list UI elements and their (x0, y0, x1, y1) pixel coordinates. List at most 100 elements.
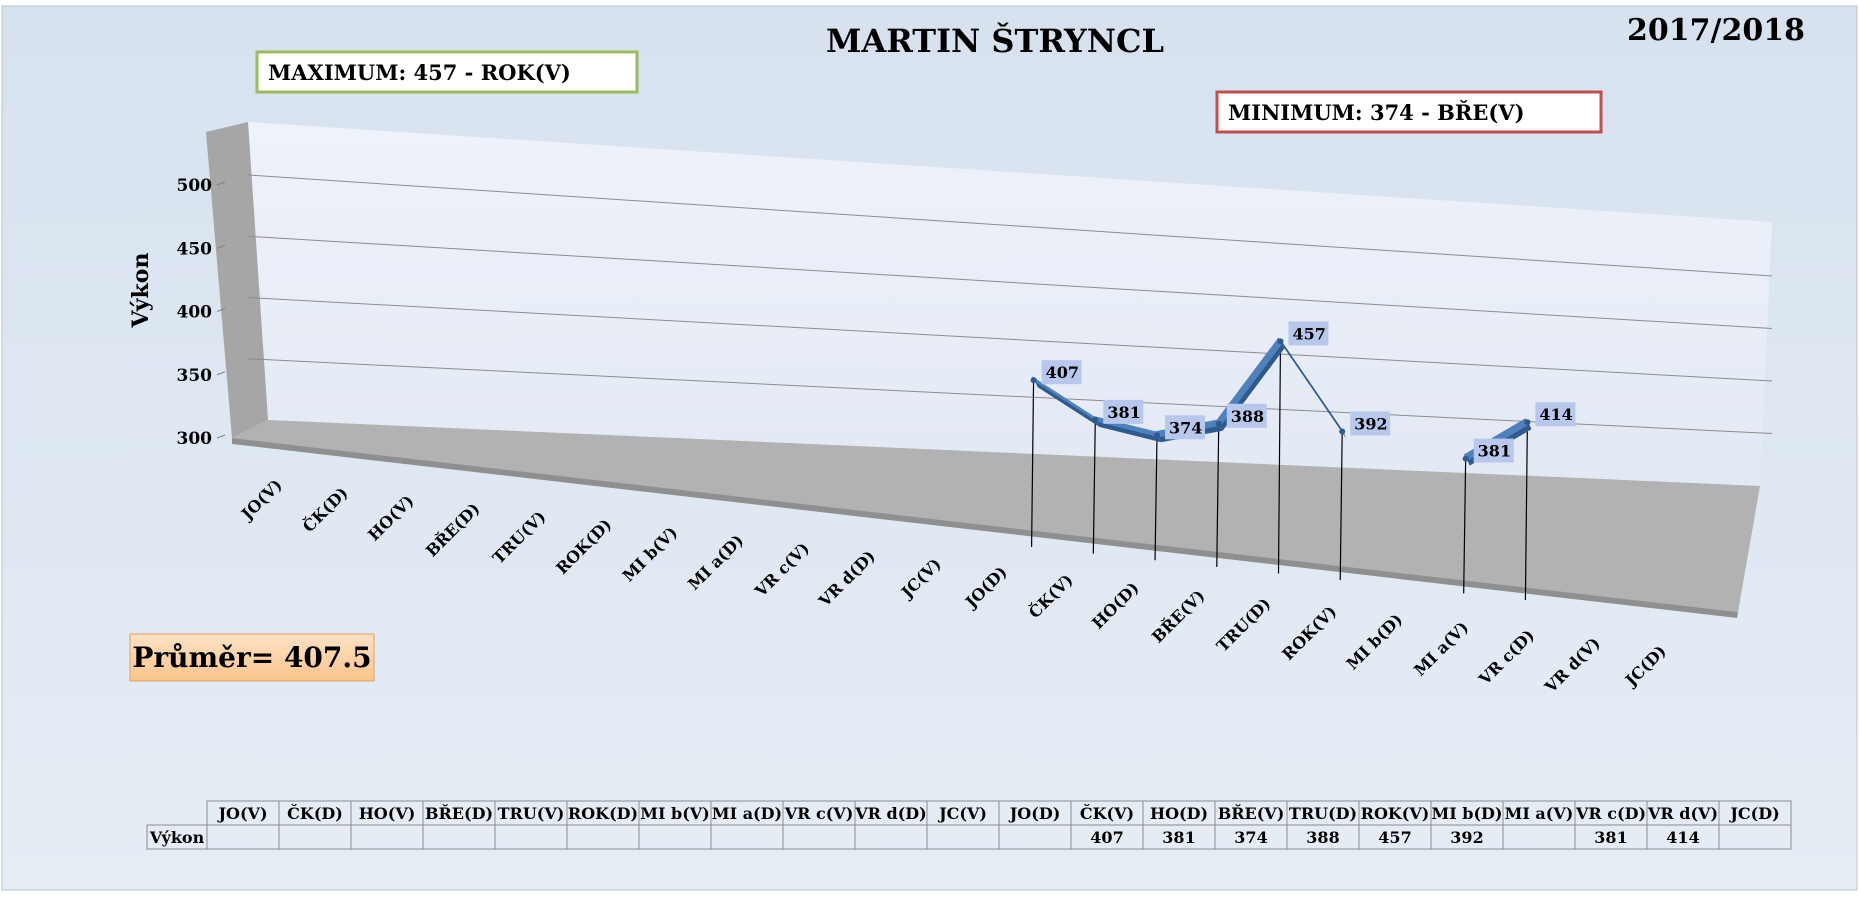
series-segment (1278, 337, 1345, 434)
data-label: 457 (1288, 321, 1329, 346)
drop-line (1524, 420, 1529, 601)
table-header-text: MI a(V) (1505, 804, 1574, 823)
data-label-bg (1226, 403, 1267, 428)
data-table: JO(V) ČK(D) HO(V) BŘE(D) TRU(V) ROK(D) MI b(V)… (146, 800, 1792, 850)
drop-line (1339, 429, 1343, 581)
data-point (1339, 428, 1346, 435)
season-label: 2017/2018 (1627, 13, 1805, 48)
table-row-label: Výkon (149, 828, 205, 847)
data-label-bg (1288, 321, 1329, 346)
table-header-text: BŘE(V) (1218, 803, 1285, 823)
floor (232, 420, 1760, 612)
data-point (1092, 416, 1099, 423)
table-header-text: JC(D) (1728, 804, 1779, 823)
data-label-text: 374 (1169, 418, 1202, 437)
table-cell-text: 407 (1090, 828, 1123, 847)
table-header-text: TRU(V) (498, 804, 565, 823)
table-header-text: MI a(D) (712, 804, 782, 823)
data-label-text: 381 (1107, 403, 1140, 422)
table-header-text: ČK(V) (1080, 803, 1134, 823)
minimum-box: MINIMUM: 374 - BŘE(V) (1215, 90, 1603, 134)
data-label: 374 (1165, 415, 1206, 440)
data-label-bg (1041, 360, 1082, 385)
table-cell-text: 392 (1450, 828, 1483, 847)
data-label: 388 (1226, 403, 1267, 428)
table-header-text: VR c(D) (1575, 804, 1646, 823)
y-tick-label: 450 (177, 239, 213, 259)
table-header-text: VR c(V) (784, 804, 854, 823)
data-label-text: 388 (1231, 407, 1264, 426)
drop-line (1154, 433, 1158, 561)
data-label-bg (1165, 415, 1206, 440)
y-axis-ticks: 300 350 400 450 500 (177, 176, 226, 449)
gridline (247, 174, 1773, 277)
drop-line (1030, 378, 1035, 547)
table-header-text: ČK(D) (287, 803, 343, 823)
table-cell (1718, 824, 1792, 850)
drop-lines (1030, 339, 1529, 601)
table-header-text: MI b(D) (1432, 804, 1503, 823)
table-header-text: VR d(D) (854, 804, 926, 823)
gridline (247, 358, 1773, 434)
data-point (1524, 419, 1531, 426)
series-segment (1031, 376, 1098, 422)
gridlines (247, 174, 1773, 434)
data-point (1462, 455, 1469, 462)
data-label: 392 (1350, 411, 1391, 436)
data-label-bg (1473, 438, 1514, 463)
data-point (1154, 432, 1161, 439)
table-cell-text: 388 (1306, 828, 1339, 847)
minimum-text: MINIMUM: 374 - BŘE(V) (1228, 100, 1525, 125)
y-tick-mark (216, 434, 226, 439)
drop-line (1092, 417, 1096, 554)
table-header-text: HO(D) (1150, 804, 1208, 823)
y-tick-label: 400 (177, 303, 213, 323)
drop-line (1463, 456, 1467, 594)
table-header-text: JO(V) (216, 804, 267, 823)
data-label-bg (1350, 411, 1391, 436)
y-tick-label: 300 (177, 429, 213, 449)
average-box: Průměr= 407.5 (129, 633, 375, 682)
series-segment-side (1280, 339, 1347, 439)
y-tick-mark (216, 244, 226, 249)
data-point (1030, 377, 1037, 384)
data-label-text: 381 (1478, 442, 1511, 461)
chart-title: MARTIN ŠTRYNCL (826, 22, 1164, 60)
data-label-text: 392 (1354, 414, 1387, 433)
data-label: 407 (1041, 360, 1082, 385)
table-cell-text: 381 (1594, 828, 1627, 847)
table-cell-text: 414 (1666, 828, 1699, 847)
data-label: 381 (1473, 438, 1514, 463)
floor-front (232, 438, 1738, 618)
table-header-text: JC(V) (937, 804, 987, 823)
data-label-bg (1535, 402, 1576, 427)
data-label: 381 (1103, 399, 1144, 424)
table-header-text: JO(D) (1008, 804, 1061, 823)
data-label-text: 414 (1539, 405, 1572, 424)
table-header-text: TRU(D) (1289, 804, 1357, 823)
drop-line (1216, 421, 1220, 567)
y-tick-mark (216, 181, 226, 186)
data-point (1277, 338, 1284, 345)
y-tick-label: 500 (177, 176, 213, 196)
average-text: Průměr= 407.5 (132, 641, 371, 674)
table-cell-text: 457 (1378, 828, 1411, 847)
y-tick-label: 350 (177, 366, 213, 386)
y-axis-label: Výkon (128, 253, 154, 329)
table-header-text: ROK(D) (568, 804, 638, 823)
table-header-text: MI b(V) (640, 804, 710, 823)
drop-line (1277, 339, 1282, 574)
table-header-text: HO(V) (359, 804, 416, 823)
data-labels: 407 381 374 388 457 392 381 414 (1041, 321, 1576, 463)
y-tick-mark (216, 308, 226, 312)
gridline (247, 297, 1773, 382)
maximum-text: MAXIMUM: 457 - ROK(V) (268, 60, 571, 85)
y-tick-mark (216, 371, 226, 376)
data-label: 414 (1535, 402, 1576, 427)
back-wall (248, 122, 1772, 486)
data-label-bg (1103, 399, 1144, 424)
maximum-box: MAXIMUM: 457 - ROK(V) (255, 50, 639, 94)
table-header-text: BŘE(D) (425, 803, 493, 823)
